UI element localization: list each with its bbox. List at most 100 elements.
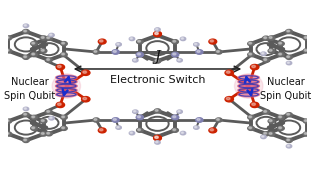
Circle shape <box>263 110 269 114</box>
Circle shape <box>181 132 184 133</box>
Circle shape <box>61 126 67 130</box>
Circle shape <box>155 141 160 144</box>
Circle shape <box>154 59 161 63</box>
Circle shape <box>261 135 266 139</box>
Circle shape <box>173 40 176 42</box>
Circle shape <box>32 116 35 118</box>
Circle shape <box>47 132 50 134</box>
Circle shape <box>263 58 269 62</box>
Circle shape <box>49 117 54 120</box>
Circle shape <box>62 116 65 118</box>
Circle shape <box>100 129 103 131</box>
Circle shape <box>98 39 106 44</box>
Circle shape <box>47 110 50 112</box>
Circle shape <box>226 97 230 100</box>
Circle shape <box>215 118 222 122</box>
Circle shape <box>313 136 315 137</box>
Circle shape <box>112 118 119 122</box>
Circle shape <box>263 132 269 136</box>
Circle shape <box>40 119 47 123</box>
Circle shape <box>304 49 307 51</box>
Circle shape <box>117 126 119 128</box>
Circle shape <box>46 36 52 40</box>
Text: Spin Qubit: Spin Qubit <box>260 91 311 101</box>
Circle shape <box>133 110 138 113</box>
Circle shape <box>134 59 136 61</box>
Circle shape <box>93 50 100 54</box>
Circle shape <box>62 42 65 44</box>
Circle shape <box>136 115 143 120</box>
Circle shape <box>269 49 272 51</box>
Circle shape <box>61 53 67 57</box>
Circle shape <box>180 37 186 41</box>
Circle shape <box>177 59 182 62</box>
Circle shape <box>41 49 44 51</box>
Circle shape <box>24 139 27 141</box>
Circle shape <box>155 136 158 138</box>
Circle shape <box>154 32 161 36</box>
Circle shape <box>173 116 176 118</box>
Circle shape <box>32 53 35 55</box>
Circle shape <box>41 120 44 122</box>
Circle shape <box>137 53 143 57</box>
Circle shape <box>177 110 182 113</box>
Circle shape <box>100 40 103 42</box>
Circle shape <box>248 115 254 119</box>
Circle shape <box>31 115 37 119</box>
Circle shape <box>303 36 310 40</box>
Circle shape <box>264 37 267 39</box>
Circle shape <box>312 135 315 139</box>
Circle shape <box>287 113 290 115</box>
Circle shape <box>154 32 161 36</box>
Circle shape <box>137 53 140 55</box>
Circle shape <box>49 33 54 37</box>
Circle shape <box>24 108 26 109</box>
Circle shape <box>268 119 275 123</box>
Circle shape <box>278 42 284 46</box>
Circle shape <box>264 110 267 112</box>
Circle shape <box>61 115 67 119</box>
Circle shape <box>41 132 44 134</box>
Circle shape <box>278 115 284 119</box>
Circle shape <box>47 37 50 39</box>
Circle shape <box>155 32 158 35</box>
Circle shape <box>40 132 47 136</box>
Circle shape <box>197 50 200 52</box>
Circle shape <box>173 129 176 131</box>
Circle shape <box>303 132 310 136</box>
Circle shape <box>248 42 254 46</box>
Circle shape <box>6 132 9 134</box>
Circle shape <box>116 43 121 46</box>
Circle shape <box>264 59 267 60</box>
Circle shape <box>269 132 272 134</box>
Circle shape <box>46 58 52 62</box>
Circle shape <box>0 34 1 36</box>
Circle shape <box>268 36 275 40</box>
Circle shape <box>172 52 179 57</box>
Text: Nuclear: Nuclear <box>11 77 49 87</box>
Circle shape <box>98 128 106 133</box>
Circle shape <box>62 127 65 129</box>
Circle shape <box>194 126 199 129</box>
Circle shape <box>279 116 282 118</box>
Circle shape <box>57 65 61 68</box>
Circle shape <box>137 116 140 118</box>
Circle shape <box>137 115 143 119</box>
Circle shape <box>209 128 217 133</box>
Circle shape <box>304 36 307 38</box>
Circle shape <box>32 127 35 129</box>
Circle shape <box>304 120 307 122</box>
Circle shape <box>225 97 233 102</box>
Circle shape <box>249 127 252 129</box>
Circle shape <box>156 141 158 143</box>
Circle shape <box>83 97 87 100</box>
Circle shape <box>31 53 37 57</box>
Circle shape <box>226 71 230 73</box>
Circle shape <box>24 113 27 115</box>
Ellipse shape <box>55 92 77 97</box>
Circle shape <box>113 50 116 52</box>
Circle shape <box>268 132 275 136</box>
Circle shape <box>194 43 199 46</box>
Circle shape <box>210 129 214 131</box>
Circle shape <box>138 116 140 118</box>
